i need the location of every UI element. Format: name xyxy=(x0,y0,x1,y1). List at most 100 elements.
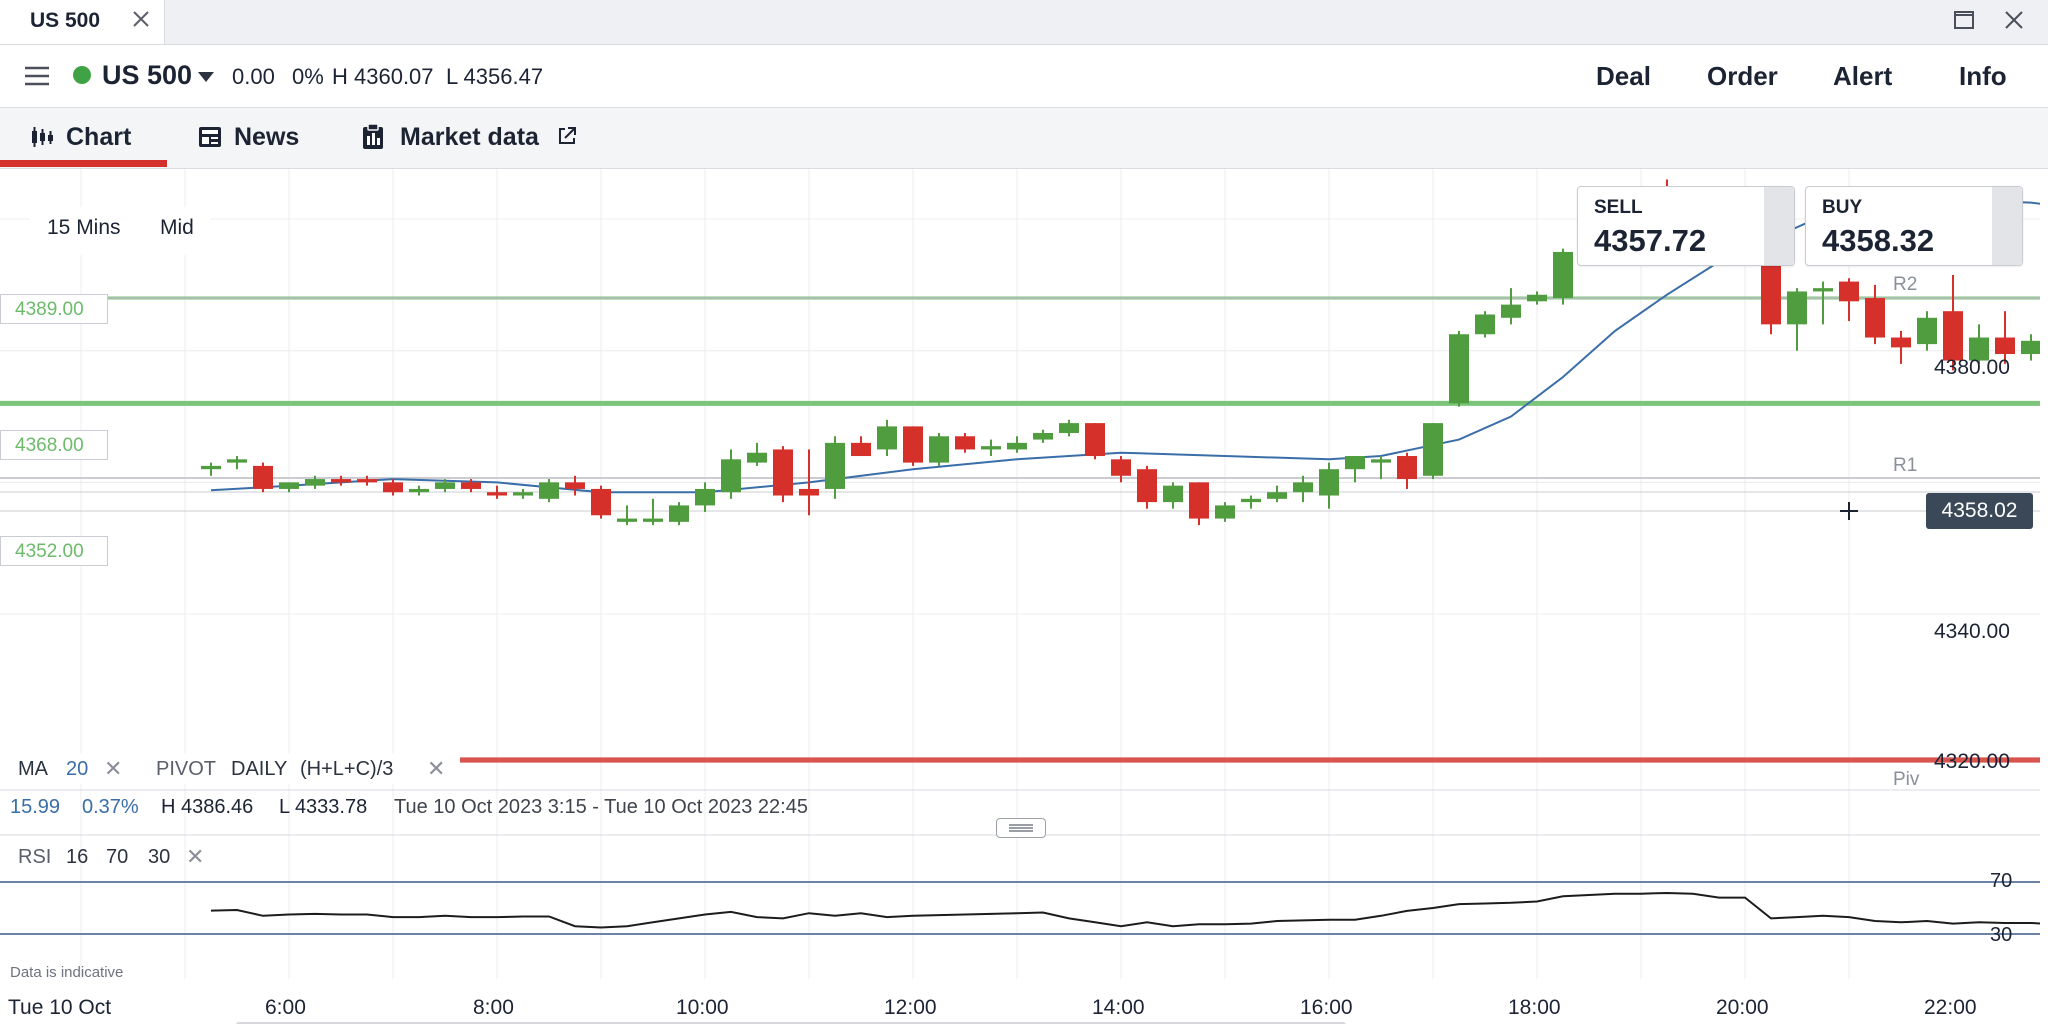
price-chart[interactable] xyxy=(0,169,2040,1024)
candle-body xyxy=(279,482,299,489)
candle-body xyxy=(1059,423,1079,433)
candle-body xyxy=(1787,291,1807,325)
market-change: 0.00 xyxy=(232,64,275,89)
alert-button[interactable]: Alert xyxy=(1833,61,1893,91)
candle-body xyxy=(721,459,741,493)
pivot-indicator-name[interactable]: PIVOT xyxy=(156,758,217,780)
tab-market-data-label: Market data xyxy=(400,123,539,151)
buy-label: BUY xyxy=(1822,197,1863,218)
candle-body xyxy=(409,488,429,493)
rsi-lower[interactable]: 30 xyxy=(148,846,171,868)
candle-body xyxy=(903,426,923,463)
candle-body xyxy=(799,488,819,496)
ma-indicator-period[interactable]: 20 xyxy=(66,758,89,780)
candle-body xyxy=(643,518,663,522)
candle-body xyxy=(1527,294,1547,302)
time-axis-tick: 12:00 xyxy=(884,996,937,1019)
pivot-indicator-formula[interactable]: (H+L+C)/3 xyxy=(300,758,394,780)
order-button[interactable]: Order xyxy=(1707,61,1778,91)
rsi-upper-level-label: 70 xyxy=(1990,870,2013,892)
chart-settings xyxy=(30,207,210,255)
market-open-status-icon xyxy=(73,66,91,84)
rsi-line xyxy=(210,891,2040,929)
deal-button[interactable]: Deal xyxy=(1596,61,1651,91)
rsi-lower-level-label: 30 xyxy=(1990,924,2013,946)
ma-indicator-name[interactable]: MA xyxy=(18,758,48,780)
data-disclaimer: Data is indicative xyxy=(10,964,124,981)
market-header: US 500 0.00 0% H 4360.07 L 4356.47 Deal … xyxy=(0,45,2048,108)
candle-body xyxy=(1449,334,1469,404)
grip-icon xyxy=(1009,824,1033,832)
level-label-4352[interactable]: 4352.00 xyxy=(0,536,108,566)
current-price-marker: 4358.02 xyxy=(1926,493,2033,529)
time-axis-tick: 10:00 xyxy=(676,996,729,1019)
candle-body xyxy=(1033,432,1053,440)
remove-pivot-icon[interactable]: ✕ xyxy=(427,756,446,781)
info-button[interactable]: Info xyxy=(1959,61,2007,91)
rsi-upper[interactable]: 70 xyxy=(106,846,129,868)
price-axis-label: 4340.00 xyxy=(1934,620,2010,643)
sell-price: 4357.72 xyxy=(1594,223,1707,258)
remove-rsi-icon[interactable]: ✕ xyxy=(186,844,205,869)
maximize-icon[interactable] xyxy=(1952,8,1976,32)
pivot-piv-label: Piv xyxy=(1893,769,1920,790)
chevron-down-icon[interactable] xyxy=(198,72,214,82)
candle-body xyxy=(513,492,533,496)
time-axis-tick: 20:00 xyxy=(1716,996,1769,1019)
stats-range: Tue 10 Oct 2023 3:15 - Tue 10 Oct 2023 2… xyxy=(394,796,808,818)
level-label-4368[interactable]: 4368.00 xyxy=(0,430,108,460)
close-window-icon[interactable] xyxy=(2002,8,2026,32)
horizontal-scrollbar xyxy=(236,1022,1346,1024)
time-axis-tick: 6:00 xyxy=(265,996,306,1019)
window-tab[interactable]: US 500 xyxy=(0,0,165,44)
sell-button[interactable]: SELL 4357.72 xyxy=(1577,186,1795,266)
active-tab-indicator xyxy=(0,160,167,167)
time-axis-tick: 8:00 xyxy=(473,996,514,1019)
tab-market-data[interactable]: Market data xyxy=(356,108,586,168)
candle-body xyxy=(1397,456,1417,480)
buy-button-stripe xyxy=(1992,187,2022,265)
pane-resize-handle[interactable] xyxy=(996,818,1046,838)
right-edge xyxy=(2040,169,2048,1030)
candle-body xyxy=(331,479,351,483)
candle-body xyxy=(617,518,637,522)
candle-body xyxy=(929,436,949,463)
tab-news[interactable]: News xyxy=(192,108,312,168)
candle-body xyxy=(1111,459,1131,476)
candle-body xyxy=(539,482,559,499)
hamburger-menu-icon[interactable] xyxy=(24,65,50,87)
candle-body xyxy=(1839,281,1859,302)
level-label-4389[interactable]: 4389.00 xyxy=(0,294,108,324)
tab-chart[interactable]: Chart xyxy=(0,108,167,168)
candle-body xyxy=(1267,492,1287,499)
candle-body xyxy=(851,442,871,457)
timeframe-selector[interactable]: 15 Mins xyxy=(47,216,121,239)
candlestick-chart-icon xyxy=(32,127,53,147)
candle-body xyxy=(487,492,507,496)
close-tab-icon[interactable] xyxy=(130,8,152,30)
candle-body xyxy=(1553,251,1573,299)
market-low: L 4356.47 xyxy=(446,64,544,89)
rsi-indicator-name[interactable]: RSI xyxy=(18,846,52,868)
candle-body xyxy=(1241,498,1261,503)
stats-change: 15.99 xyxy=(10,796,61,818)
candle-body xyxy=(435,482,455,489)
price-type-selector[interactable]: Mid xyxy=(160,216,194,239)
candle-body xyxy=(591,488,611,516)
candle-body xyxy=(1865,298,1885,338)
remove-ma-icon[interactable]: ✕ xyxy=(104,756,123,781)
rsi-period[interactable]: 16 xyxy=(66,846,89,868)
time-axis-tick: 14:00 xyxy=(1092,996,1145,1019)
candle-body xyxy=(773,449,793,496)
buy-button[interactable]: BUY 4358.32 xyxy=(1805,186,2023,266)
external-link-icon[interactable] xyxy=(556,125,578,147)
market-name[interactable]: US 500 xyxy=(102,60,193,90)
pivot-indicator-period[interactable]: DAILY xyxy=(231,758,288,780)
candle-body xyxy=(1943,311,1963,361)
pivot-r2-label: R2 xyxy=(1893,274,1918,295)
time-axis-tick: 18:00 xyxy=(1508,996,1561,1019)
candle-body xyxy=(695,488,715,506)
chart-area[interactable] xyxy=(0,169,2040,1024)
candle-body xyxy=(1813,288,1833,292)
candle-body xyxy=(253,465,273,489)
